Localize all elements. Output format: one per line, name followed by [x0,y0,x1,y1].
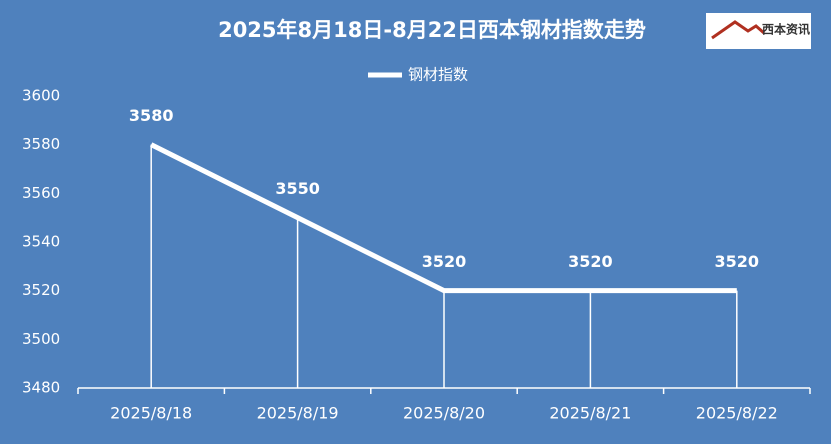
x-tick-label: 2025/8/22 [696,404,778,423]
data-label: 3550 [275,179,320,198]
logo-icon [711,20,765,40]
data-label: 3520 [715,252,760,271]
y-tick-label: 3480 [22,379,60,397]
y-tick-label: 3540 [22,233,60,251]
y-tick-label: 3520 [22,281,60,299]
y-tick-label: 3560 [22,184,60,202]
x-tick-label: 2025/8/19 [257,404,339,423]
data-label: 3520 [422,252,467,271]
y-tick-label: 3500 [22,330,60,348]
series-line [150,142,737,294]
x-tick-label: 2025/8/21 [549,404,631,423]
x-tick-label: 2025/8/20 [403,404,485,423]
logo: 西本资讯 [706,13,811,49]
data-label: 3580 [129,106,174,125]
x-tick-label: 2025/8/18 [110,404,192,423]
legend-label: 钢材指数 [408,66,468,84]
chart-title: 2025年8月18日-8月22日西本钢材指数走势 [218,18,646,42]
data-label: 3520 [568,252,613,271]
y-tick-label: 3600 [22,87,60,105]
logo-text: 西本资讯 [762,22,810,37]
y-tick-label: 3580 [22,135,60,153]
